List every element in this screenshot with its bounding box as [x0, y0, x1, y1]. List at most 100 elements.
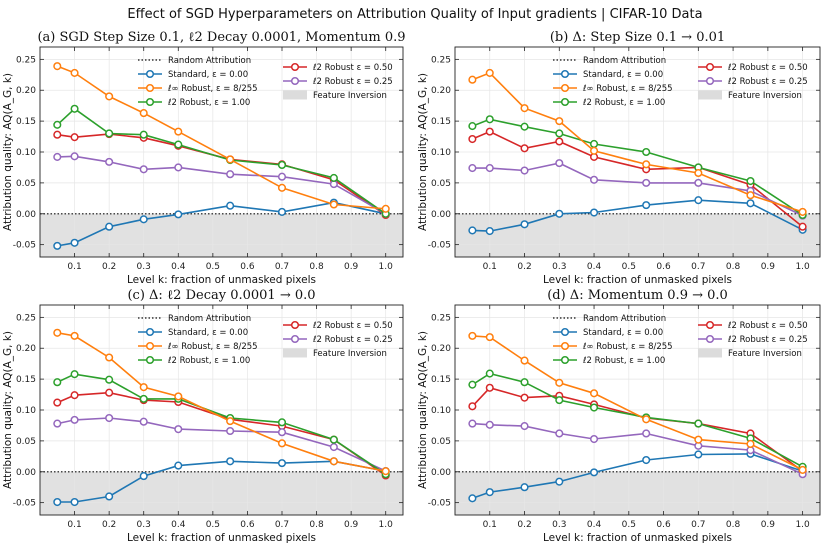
data-point [694, 450, 703, 459]
y-tick-label: 0.00 [16, 468, 36, 478]
data-point [139, 472, 148, 481]
panel-title: (a) SGD Step Size 0.1, ℓ2 Decay 0.0001, … [37, 30, 405, 45]
data-point [174, 127, 183, 136]
x-tick-label: 0.6 [240, 520, 255, 530]
legend-label: ℓ∞ Robust, ε = 8/255 [167, 342, 258, 352]
x-tick-label: 0.4 [171, 262, 186, 272]
data-point [105, 157, 114, 166]
x-tick-label: 0.2 [102, 262, 116, 272]
data-point [485, 164, 494, 173]
data-point [798, 207, 807, 216]
legend-label: Random Attribution [168, 314, 251, 324]
data-point [70, 68, 79, 77]
data-point [694, 419, 703, 428]
y-tick-label: 0.15 [16, 117, 36, 127]
legend-series-marker [705, 334, 715, 344]
y-tick-label: 0.25 [16, 55, 36, 65]
x-tick-label: 0.5 [622, 520, 636, 530]
legend-series-marker [290, 76, 300, 86]
legend: Random Attribution Standard, ε = 0.00 ℓ∞ R… [553, 314, 808, 366]
data-point [485, 488, 494, 497]
data-point [53, 62, 62, 71]
data-point [589, 389, 599, 398]
panel-title: (d) Δ: Momentum 0.9 → 0.0 [547, 288, 728, 303]
data-point [277, 207, 287, 216]
data-point [174, 210, 183, 219]
data-point [277, 418, 287, 427]
data-point [277, 160, 287, 170]
data-point [381, 467, 390, 476]
data-point [485, 420, 494, 429]
legend-label: Standard, ε = 0.00 [168, 328, 248, 338]
legend-series-marker [145, 69, 155, 79]
legend-label: Random Attribution [583, 56, 666, 66]
data-point [642, 160, 651, 169]
data-point [589, 468, 599, 477]
data-point [468, 494, 477, 503]
panel-title: (c) Δ: ℓ2 Decay 0.0001 → 0.0 [127, 288, 315, 303]
legend-label: ℓ2 Robust ε = 0.50 [312, 63, 393, 73]
data-point [555, 117, 564, 126]
legend-series-marker [145, 341, 155, 351]
legend-series-marker [705, 76, 715, 86]
legend-series-marker [290, 334, 300, 344]
data-point [746, 191, 755, 200]
negative-region-shade [455, 471, 820, 515]
data-point [139, 383, 148, 392]
legend-series-marker [560, 327, 570, 337]
legend-inversion-handle [698, 90, 722, 100]
x-tick-label: 0.1 [483, 520, 497, 530]
legend-label: ℓ∞ Robust, ε = 8/255 [582, 342, 673, 352]
x-tick-label: 0.8 [309, 520, 324, 530]
legend-label: ℓ2 Robust ε = 0.25 [727, 77, 808, 87]
data-point [226, 170, 235, 179]
x-tick-label: 0.4 [587, 262, 602, 272]
x-axis-label: Level k: fraction of unmasked pixels [543, 532, 732, 543]
legend-series-marker [705, 320, 715, 330]
legend-series-marker [560, 83, 570, 93]
legend-series-marker [145, 97, 155, 107]
y-tick-label: 0.25 [431, 55, 451, 65]
data-point [520, 422, 529, 431]
x-tick-label: 0.8 [726, 262, 741, 272]
data-point [520, 166, 529, 175]
y-axis-label: Attribution quality: AQ(A_G, k) [2, 73, 14, 231]
series-group [53, 62, 390, 250]
data-point [70, 370, 79, 379]
data-point [468, 402, 477, 411]
data-point [226, 457, 235, 466]
legend-label: Feature Inversion [313, 349, 387, 359]
data-point [53, 120, 62, 129]
data-point [589, 146, 599, 155]
legend-label: ℓ2 Robust ε = 0.25 [312, 335, 393, 345]
y-tick-label: 0.05 [16, 179, 36, 189]
legend-series-marker [290, 62, 300, 72]
x-tick-label: 0.7 [691, 262, 705, 272]
legend-series-marker [560, 97, 570, 107]
x-tick-label: 0.1 [483, 262, 497, 272]
data-point [226, 155, 235, 164]
data-point [226, 417, 235, 426]
y-tick-label: 0.05 [431, 437, 451, 447]
negative-region-shade [40, 213, 403, 257]
data-point [277, 459, 287, 468]
x-tick-label: 0.4 [587, 520, 602, 530]
data-point [555, 137, 564, 146]
data-point [746, 176, 755, 186]
y-tick-label: 0.20 [431, 344, 451, 354]
data-point [277, 428, 287, 437]
data-point [485, 369, 494, 378]
data-point [174, 461, 183, 470]
data-point [70, 331, 79, 340]
legend-label: ℓ2 Robust ε = 0.25 [727, 335, 808, 345]
panel-title: (b) Δ: Step Size 0.1 → 0.01 [550, 30, 725, 45]
data-point [174, 392, 183, 401]
chart-panel-0: 0.1 0.2 0.3 0.4 0.5 0.6 0.7 0.8 0.9 1.0 -0.05 0.00 0… [2, 30, 406, 286]
data-point [642, 147, 651, 157]
y-tick-label: 0.25 [16, 313, 36, 323]
y-tick-label: 0.10 [16, 406, 36, 416]
data-point [485, 333, 494, 342]
data-point [277, 183, 287, 192]
legend-label: ℓ2 Robust, ε = 1.00 [167, 356, 250, 366]
x-tick-label: 0.2 [102, 520, 116, 530]
